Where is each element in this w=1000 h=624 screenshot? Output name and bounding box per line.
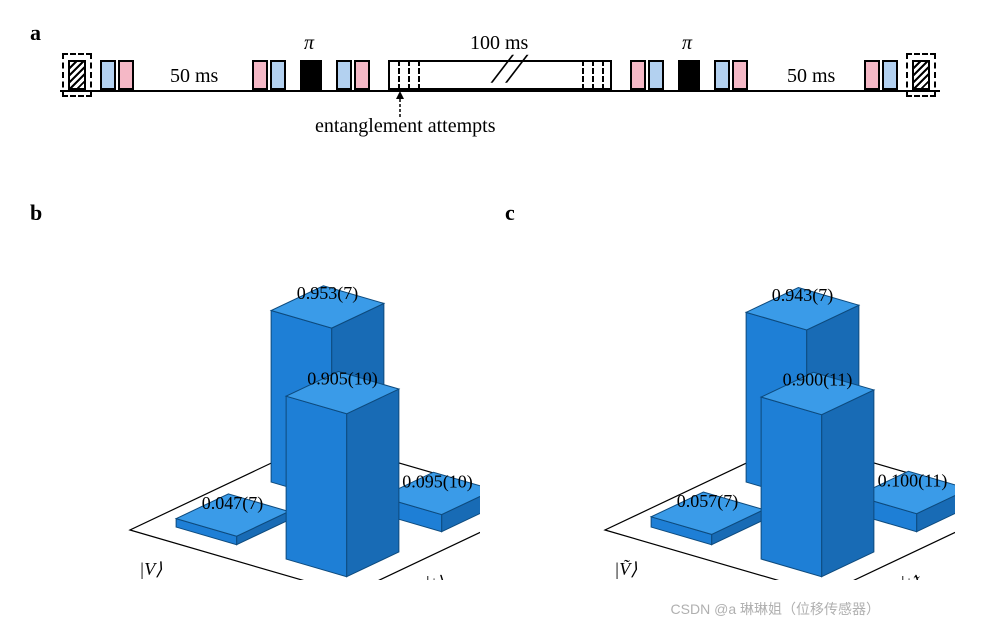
pulse-pink	[354, 60, 370, 90]
svg-text:0.900(11): 0.900(11)	[783, 370, 853, 391]
watermark: CSDN @a 琳琳姐（位移传感器）	[671, 599, 880, 619]
pulse-blue	[882, 60, 898, 90]
gap-dash	[418, 60, 420, 90]
pulse-pi-left	[300, 60, 322, 90]
svg-text:0.953(7): 0.953(7)	[297, 283, 359, 304]
pulse-pink	[118, 60, 134, 90]
gap-dash	[408, 60, 410, 90]
svg-text:0.057(7): 0.057(7)	[677, 491, 739, 512]
bar3d-svg: 00.20.40.60.810.057(7)0.943(7)0.900(11)0…	[515, 200, 955, 580]
gap-dash	[592, 60, 594, 90]
svg-text:|V⟩: |V⟩	[139, 559, 162, 579]
chart-c: 00.20.40.60.810.057(7)0.943(7)0.900(11)0…	[515, 200, 955, 580]
pulse-blue	[648, 60, 664, 90]
chart-b: 00.20.40.60.810.047(7)0.953(7)0.905(10)0…	[40, 200, 480, 580]
pulse-pink	[732, 60, 748, 90]
label-100ms: 100 ms	[470, 32, 528, 55]
svg-text:0.100(11): 0.100(11)	[878, 471, 948, 492]
pulse-pink	[630, 60, 646, 90]
pulse-blue	[270, 60, 286, 90]
gap-dash	[602, 60, 604, 90]
svg-text:|Ṽ⟩: |Ṽ⟩	[614, 559, 637, 579]
bar3d-svg: 00.20.40.60.810.047(7)0.953(7)0.905(10)0…	[40, 200, 480, 580]
svg-text:|↓̃⟩: |↓̃⟩	[901, 572, 921, 580]
pulse-hatched-left	[68, 60, 86, 90]
pulse-blue	[336, 60, 352, 90]
svg-text:0.943(7): 0.943(7)	[772, 285, 834, 306]
panel-a-label: a	[30, 20, 41, 46]
gap-dash	[398, 60, 400, 90]
pulse-hatched-right	[912, 60, 930, 90]
pulse-pink	[864, 60, 880, 90]
gap-dash	[582, 60, 584, 90]
pulse-blue	[100, 60, 116, 90]
pulse-pink	[252, 60, 268, 90]
svg-text:0.905(10): 0.905(10)	[307, 369, 378, 390]
pulse-blue	[714, 60, 730, 90]
svg-text:|↓⟩: |↓⟩	[426, 572, 446, 580]
pulse-timeline: ╱╱ 50 ms 50 ms 100 ms π π entanglement a…	[60, 35, 940, 165]
break-mark-icon: ╱╱	[493, 55, 522, 84]
arrow-icon	[392, 91, 408, 119]
svg-text:0.047(7): 0.047(7)	[202, 493, 264, 514]
panel-c-label: c	[505, 200, 515, 226]
label-50ms-right: 50 ms	[787, 65, 835, 88]
timeline-axis	[60, 90, 940, 92]
label-50ms-left: 50 ms	[170, 65, 218, 88]
label-pi-right: π	[682, 32, 692, 55]
pulse-pi-right	[678, 60, 700, 90]
label-pi-left: π	[304, 32, 314, 55]
svg-text:0.095(10): 0.095(10)	[402, 471, 473, 492]
